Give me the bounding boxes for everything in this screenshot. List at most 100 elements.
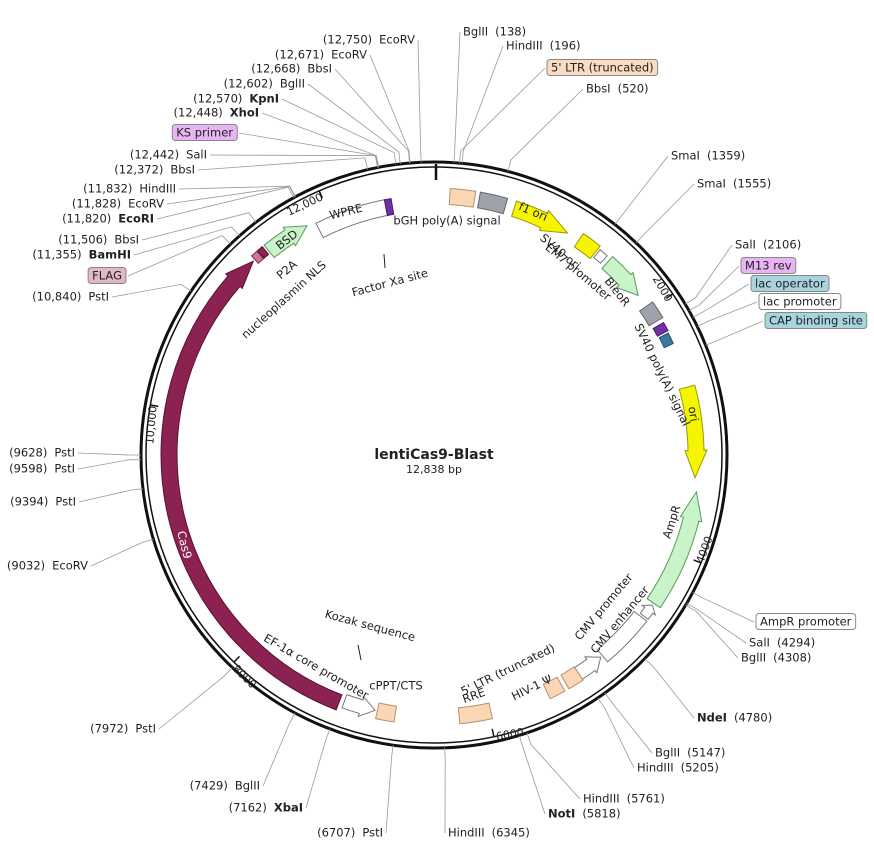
site-name: BglII: [741, 651, 766, 665]
site-position: (5205): [681, 761, 719, 775]
tick-label: 10,000: [143, 405, 159, 444]
site-position: (7972): [90, 722, 128, 736]
site-line: [209, 154, 378, 168]
feature-shape: [510, 200, 569, 234]
site-name: lac promoter: [763, 295, 837, 309]
site-line: [644, 658, 695, 719]
feature-shape: [457, 702, 493, 725]
site-position: (196): [550, 39, 581, 53]
site-position: (12,442): [130, 148, 179, 162]
site-position: (11,828): [72, 197, 121, 211]
site-name: XhoI: [230, 106, 259, 120]
site-position: (9598): [9, 462, 47, 476]
site-position: (12,671): [275, 48, 324, 62]
site-position: (10,840): [32, 290, 81, 304]
feature-shape: [477, 191, 509, 215]
feature-shape: [375, 702, 398, 723]
site-box: [764, 312, 868, 329]
feature-shape: [341, 693, 376, 718]
feature-shape: [383, 198, 395, 217]
feature-shape: [652, 321, 669, 337]
site-line: [141, 212, 257, 241]
feature-shape: [160, 260, 343, 711]
feature-label: bGH poly(A) signal: [393, 214, 500, 228]
site-position: (1359): [707, 149, 745, 163]
site-position: (4294): [777, 636, 815, 650]
backbone-inner: [145, 166, 723, 744]
site-position: (5818): [582, 807, 620, 821]
plasmid-length: 12,838 bp: [406, 463, 462, 476]
feature-shape: [250, 250, 265, 265]
site-name: M13 rev: [745, 259, 792, 273]
site-line: [686, 602, 747, 644]
feature-shape: [560, 666, 584, 690]
feature-shape: [573, 232, 601, 260]
site-name: BglII: [463, 25, 488, 39]
feature-shape: [678, 384, 708, 480]
site-line: [417, 39, 422, 163]
site-box: [87, 267, 127, 284]
site-position: (12,372): [114, 163, 163, 177]
site-name: BamHI: [89, 248, 131, 262]
site-name: EcoRV: [52, 559, 88, 573]
site-name: SmaI: [671, 149, 700, 163]
feature-shape: [593, 249, 608, 265]
site-position: (11,506): [58, 233, 107, 247]
site-name: BbsI: [114, 233, 139, 247]
feature-shape: [646, 490, 703, 609]
site-name: SalI: [749, 636, 770, 650]
site-name: KS primer: [176, 126, 233, 140]
kozak-line: [357, 644, 362, 661]
site-position: (4780): [734, 711, 772, 725]
site-line: [305, 728, 331, 809]
site-box: [755, 613, 857, 630]
site-line: [518, 735, 546, 815]
site-line: [127, 235, 231, 277]
site-name: EcoRV: [379, 33, 415, 47]
site-position: (12,602): [224, 77, 273, 91]
site-line: [158, 667, 233, 730]
feature-label: ori: [685, 405, 701, 422]
site-name: PstI: [54, 462, 75, 476]
site-line: [261, 112, 379, 168]
site-name: BglII: [655, 746, 680, 760]
site-name: SmaI: [697, 177, 726, 191]
site-line: [635, 183, 695, 244]
site-position: (6345): [492, 826, 530, 840]
site-name: PstI: [54, 446, 75, 460]
site-line: [78, 488, 143, 503]
site-position: (12,570): [193, 92, 242, 106]
site-box: [171, 124, 238, 141]
site-line: [461, 45, 504, 164]
feature-shape: [638, 301, 664, 327]
site-line: [90, 538, 154, 567]
site-line: [684, 244, 733, 305]
site-line: [692, 592, 755, 623]
site-line: [604, 692, 653, 754]
site-position: (12,668): [251, 62, 300, 76]
site-position: (11,832): [83, 182, 132, 196]
site-line: [385, 745, 394, 834]
site-name: FLAG: [92, 269, 122, 283]
site-line: [307, 83, 401, 164]
site-name: HindIII: [448, 826, 485, 840]
site-position: (2106): [763, 238, 801, 252]
tick-line: [491, 728, 495, 737]
feature-shape: [596, 610, 648, 663]
site-name: EcoRV: [331, 48, 367, 62]
site-name: EcoRI: [118, 212, 154, 226]
site-line: [166, 186, 296, 205]
feature-label: HIV-1 Ψ: [509, 672, 554, 704]
site-name: lac operator: [755, 277, 825, 291]
site-name: NdeI: [697, 711, 727, 725]
site-line: [262, 712, 296, 787]
site-line: [453, 31, 461, 163]
tick-line: [693, 559, 702, 564]
site-position: (138): [495, 25, 526, 39]
site-line: [156, 186, 295, 220]
site-line: [526, 732, 581, 800]
site-position: (9032): [7, 559, 45, 573]
site-position: (12,448): [174, 106, 223, 120]
site-name: BglII: [235, 779, 260, 793]
